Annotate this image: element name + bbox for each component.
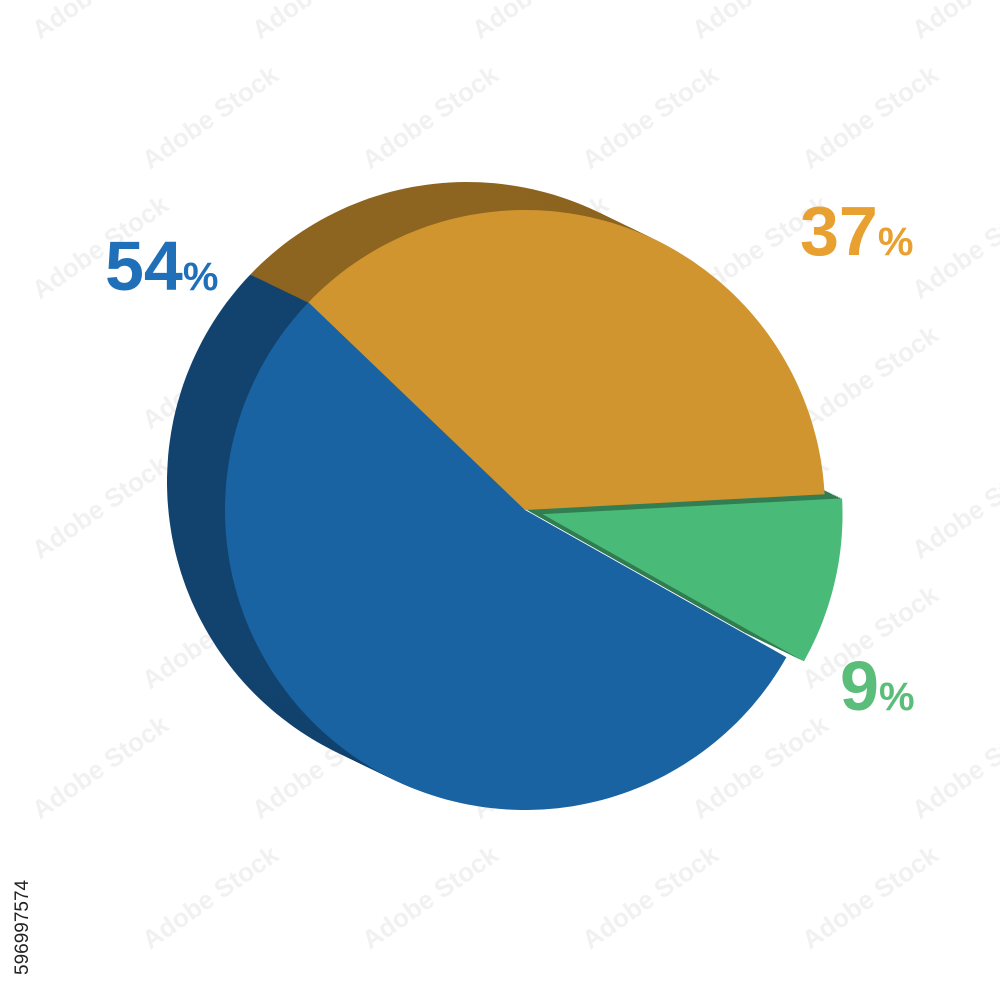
watermark: Adobe Stock bbox=[466, 0, 614, 45]
stock-id: 596997574 bbox=[12, 879, 33, 975]
watermark: Adobe Stock bbox=[906, 449, 1000, 565]
slice bbox=[308, 210, 825, 510]
slice bbox=[225, 302, 787, 810]
watermark: Adobe Stock bbox=[796, 839, 944, 955]
watermark: Adobe Stock bbox=[356, 59, 504, 175]
value-label: 54% bbox=[105, 227, 218, 305]
pie-faces bbox=[225, 210, 843, 810]
watermark: Adobe Stock bbox=[686, 0, 834, 45]
labels: 9% 54% 37% bbox=[105, 192, 915, 725]
watermark: Adobe Stock bbox=[906, 189, 1000, 305]
watermark: Adobe Stock bbox=[356, 839, 504, 955]
value-label: 9% bbox=[840, 647, 915, 725]
watermark: Adobe Stock bbox=[796, 59, 944, 175]
watermark: Adobe Stock bbox=[26, 709, 174, 825]
watermark: Adobe Stock bbox=[576, 839, 724, 955]
watermark: Adobe Stock bbox=[136, 839, 284, 955]
value-label: 37% bbox=[800, 192, 913, 270]
watermark: Adobe Stock bbox=[576, 59, 724, 175]
watermark: Adobe Stock bbox=[906, 0, 1000, 45]
watermark: Adobe Stock bbox=[906, 709, 1000, 825]
watermark: Adobe Stock bbox=[26, 449, 174, 565]
watermark: Adobe Stock bbox=[136, 59, 284, 175]
watermark: Adobe Stock bbox=[246, 0, 394, 45]
watermark: Adobe Stock bbox=[796, 319, 944, 435]
slice bbox=[542, 498, 843, 662]
watermark: Adobe Stock bbox=[26, 0, 174, 45]
